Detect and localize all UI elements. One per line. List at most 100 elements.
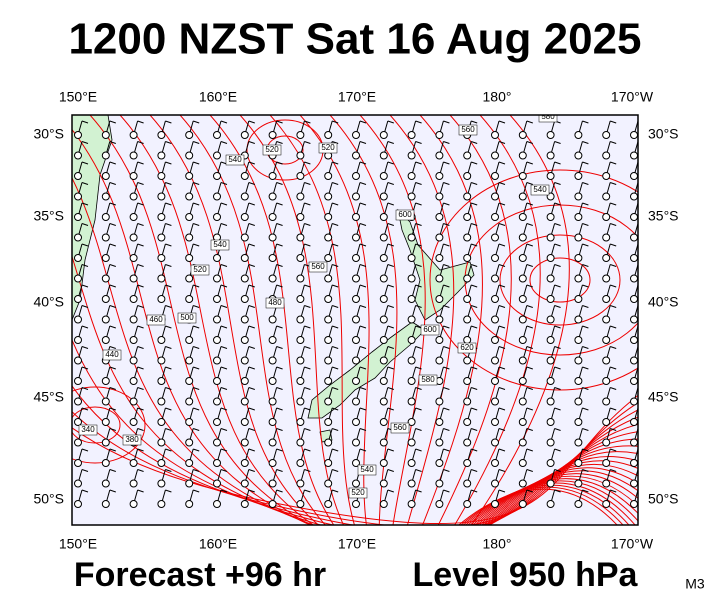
barb-feather [165,202,172,206]
barb-feather [137,141,144,144]
barb-station [74,213,82,221]
barb-feather [554,448,561,452]
barb-feather [554,407,561,411]
barb-feather [637,387,638,389]
barb-feather [220,448,228,452]
barb-station [518,356,527,365]
barb-station [74,295,82,303]
barb-station [518,418,527,426]
barb-station [101,315,110,324]
barb-station [518,377,527,385]
barb-feather [248,202,255,206]
barb-feather [526,243,533,247]
contour-label: 540 [228,155,242,164]
barb-feather [276,264,283,267]
contour-line [437,115,630,525]
barb-feather [637,203,638,204]
barb-station [268,233,277,242]
barb-station [157,336,166,344]
contour-label-box [420,324,440,336]
barb-feather [81,469,89,472]
model-code: M3 [685,576,705,592]
barb-station [185,151,194,160]
barb-feather [137,264,144,267]
barb-station [129,151,138,160]
barb-station [296,479,305,488]
barb-feather [582,387,589,390]
barb-station [324,356,333,365]
barb-station [240,315,249,324]
contour-label: 560 [393,423,407,432]
barb-station [157,438,166,447]
barb-station [491,459,499,467]
barb-feather [387,346,394,349]
barb-feather [498,366,506,370]
barb-station [101,479,110,488]
barb-feather [526,182,533,185]
barb-feather [193,346,200,349]
barb-feather [582,120,589,124]
barb-feather [498,305,506,308]
barb-feather [248,469,255,472]
barb-feather [109,366,116,370]
barb-station [74,438,82,447]
barb-feather [443,223,450,226]
barb-feather [637,285,638,286]
barb-feather [220,182,228,185]
barb-feather [276,428,283,431]
barb-feather [387,284,394,288]
barb-feather [248,325,255,329]
barb-feather [359,182,367,185]
barb-feather [387,141,394,144]
barb-station [407,233,416,242]
barb-station [213,295,221,303]
barb-feather [332,325,339,329]
barb-station [324,172,333,180]
barb-feather [81,346,89,349]
barb-station [435,500,444,508]
barb-feather [332,407,339,411]
barb-feather [248,346,255,349]
contour-label-box [357,464,377,476]
barb-station [157,295,166,303]
barb-station [407,151,416,160]
barb-feather [332,182,339,185]
barb-feather [610,141,617,144]
barb-station [296,233,305,242]
barb-feather [387,469,394,472]
barb-station [407,459,416,467]
contour-label-box [457,342,477,354]
contour-label-box [146,314,166,326]
barb-station [630,397,638,406]
barb-feather [165,346,172,349]
contour-label: 540 [213,240,227,249]
barb-station [602,151,611,160]
barb-feather [137,161,144,165]
barb-feather [359,346,367,349]
barb-feather [471,284,478,288]
barb-feather [276,223,283,226]
barb-station [185,213,194,221]
lat-label-left: 45°S [33,389,64,405]
barb-station [157,213,166,221]
barb-feather [443,141,450,144]
barb-feather [554,346,561,349]
barb-station [463,397,472,406]
contour-label: 500 [180,313,194,322]
barb-station [268,274,277,283]
barb-feather [248,182,255,185]
barb-station [185,254,194,262]
barb-station [602,254,611,262]
barb-feather [81,120,89,124]
barb-station [213,336,221,344]
barb-feather [220,120,228,124]
contour-label-box [225,154,245,166]
barb-feather [387,366,394,370]
barb-station [74,459,82,467]
barb-station [240,295,249,303]
barb-station [407,377,416,385]
barb-feather [526,161,533,165]
contour-ring [72,386,146,464]
barb-station [185,438,194,447]
